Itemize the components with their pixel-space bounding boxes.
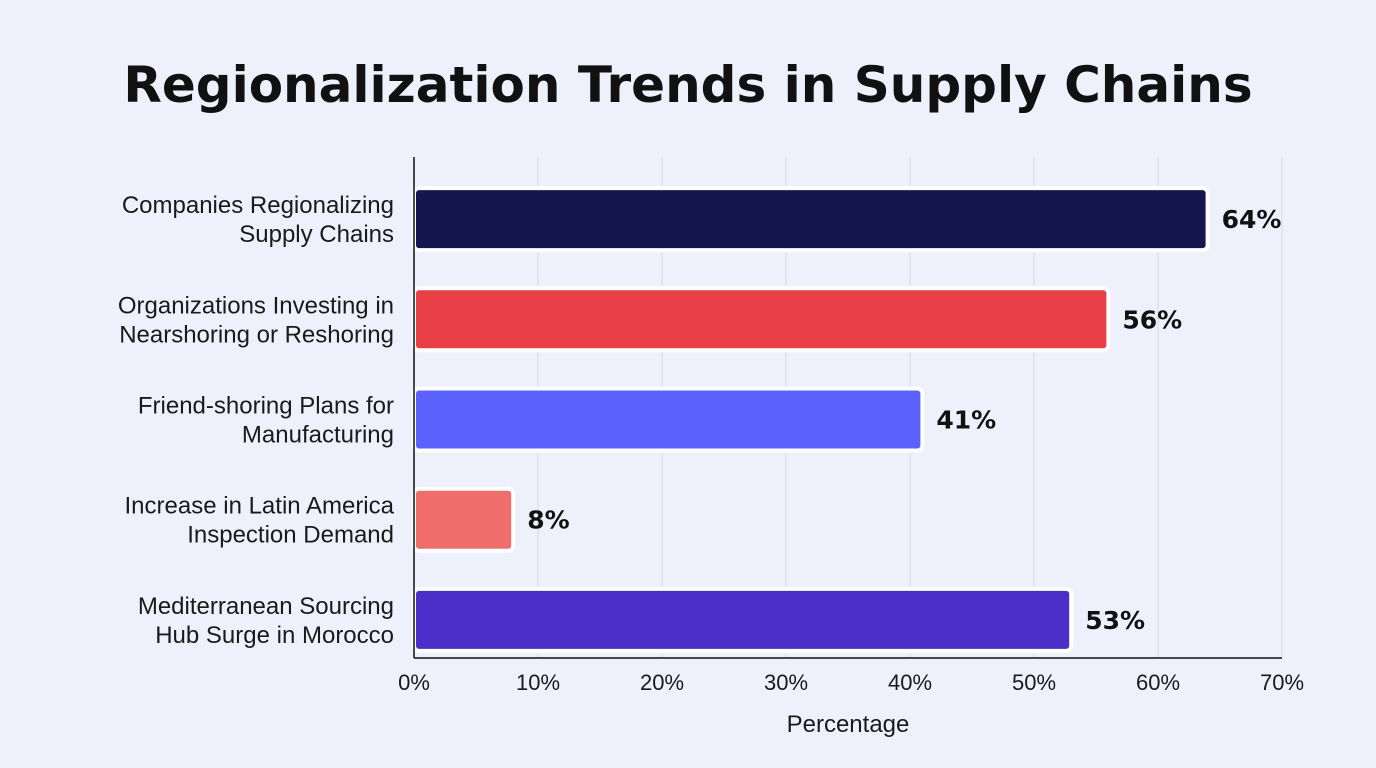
category-label: Companies Regionalizing Supply Chains (122, 192, 394, 248)
x-tick-label: 30% (764, 670, 808, 695)
x-tick-label: 70% (1260, 670, 1304, 695)
bar (412, 486, 516, 553)
bar-value-label: 53% (1085, 606, 1145, 635)
x-tick-label: 60% (1136, 670, 1180, 695)
bar-value-label: 56% (1122, 305, 1182, 334)
x-tick-label: 20% (640, 670, 684, 695)
bar (412, 386, 925, 453)
x-tick-label: 10% (516, 670, 560, 695)
chart-title: Regionalization Trends in Supply Chains (123, 56, 1252, 114)
category-labels: Companies Regionalizing Supply Chains Orga… (118, 192, 395, 649)
category-label: Friend-shoring Plans for Manufacturing (138, 393, 394, 449)
category-label: Organizations Investing in Nearshoring or… (118, 292, 394, 348)
category-label: Increase in Latin America Inspection Dema… (125, 493, 395, 549)
x-tick-label: 40% (888, 670, 932, 695)
category-label: Mediterranean Sourcing Hub Surge in Moroc… (138, 593, 394, 649)
x-tick-labels: 0% 10% 20% 30% 40% 50% 60% 70% (398, 670, 1304, 695)
bar-value-label: 8% (527, 506, 569, 535)
x-tick-label: 50% (1012, 670, 1056, 695)
x-axis-title: Percentage (787, 711, 910, 738)
bar (412, 586, 1074, 653)
x-tick-label: 0% (398, 670, 430, 695)
bar-value-label: 64% (1222, 205, 1282, 234)
axes (413, 157, 1282, 659)
bar-value-label: 41% (936, 406, 996, 435)
bar (412, 186, 1210, 253)
bar (412, 286, 1111, 353)
bars: 64% 56% 41% 8% 53% (412, 186, 1282, 653)
